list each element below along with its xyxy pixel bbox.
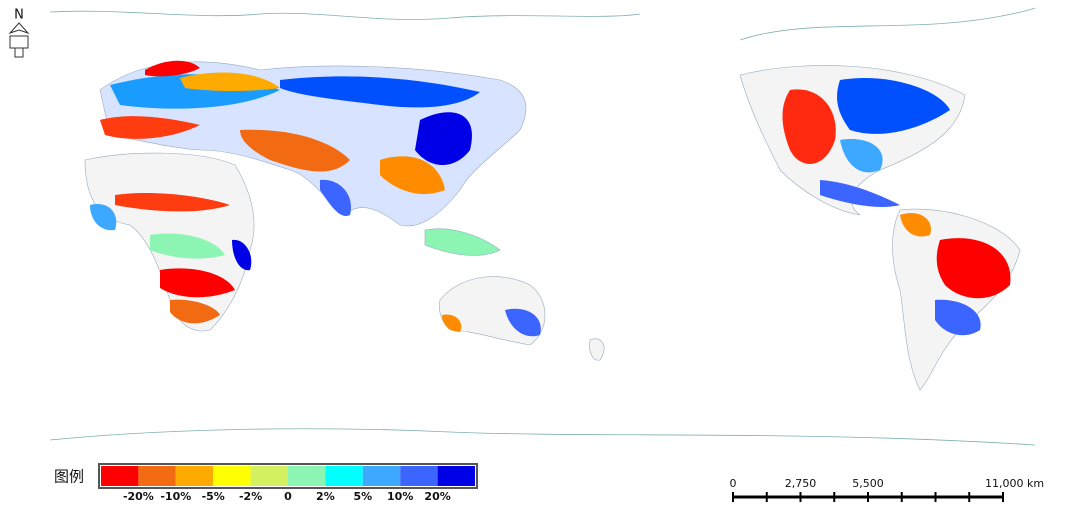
region (145, 60, 200, 77)
region (415, 112, 472, 165)
region (170, 299, 220, 324)
region (840, 139, 883, 173)
region (280, 76, 480, 108)
legend-label: -5% (202, 490, 225, 503)
legend-label: -10% (160, 490, 191, 503)
region (935, 299, 981, 336)
legend-title: 图例 (54, 468, 84, 486)
region (100, 116, 200, 139)
legend-swatch (250, 466, 288, 486)
legend-swatch (101, 466, 139, 486)
region (232, 239, 252, 271)
coastline (49, 7, 1036, 446)
legend: 图例 -20% -10% -5% -2% 0 2% 5% 10% 20% (54, 463, 478, 503)
scale-label: 2,750 (785, 477, 817, 490)
region (320, 179, 351, 216)
scale-label: 11,000 km (985, 477, 1044, 490)
islands (424, 228, 501, 256)
legend-swatch (138, 466, 176, 486)
legend-label: 5% (353, 490, 372, 503)
scale-label: 5,500 (852, 477, 884, 490)
region (900, 212, 931, 237)
legend-label: -2% (239, 490, 262, 503)
north-arrow: N (8, 8, 30, 58)
scale-label: 0 (730, 477, 737, 490)
legend-swatch (175, 466, 214, 486)
region (240, 129, 350, 172)
arrow-head (8, 22, 30, 35)
legend-label: 20% (424, 490, 450, 503)
legend-swatch (288, 466, 326, 486)
north-label: N (14, 8, 24, 23)
legend-frame (98, 463, 478, 489)
region (380, 156, 445, 195)
legend-swatch (437, 466, 475, 486)
scale-bar: 0 2,750 5,500 11,000 km (730, 477, 1044, 502)
new-zealand (589, 338, 605, 361)
region (115, 193, 230, 212)
region (505, 308, 541, 337)
legend-swatch (325, 466, 363, 486)
legend-swatch (400, 466, 438, 486)
region (820, 180, 900, 207)
legend-label: 10% (387, 490, 413, 503)
region (180, 72, 280, 91)
region (936, 238, 1011, 299)
south-america (892, 208, 1021, 391)
legend-label: 2% (316, 490, 335, 503)
region (160, 268, 235, 298)
legend-label: 0 (284, 490, 292, 503)
region (442, 314, 462, 332)
region (837, 78, 950, 134)
region (782, 89, 836, 164)
legend-label: -20% (123, 490, 154, 503)
region (150, 233, 225, 259)
legend-swatch (213, 466, 251, 486)
region (90, 204, 117, 231)
legend-swatch (362, 466, 401, 486)
basemap (49, 7, 1036, 446)
arrow-body (9, 35, 29, 58)
